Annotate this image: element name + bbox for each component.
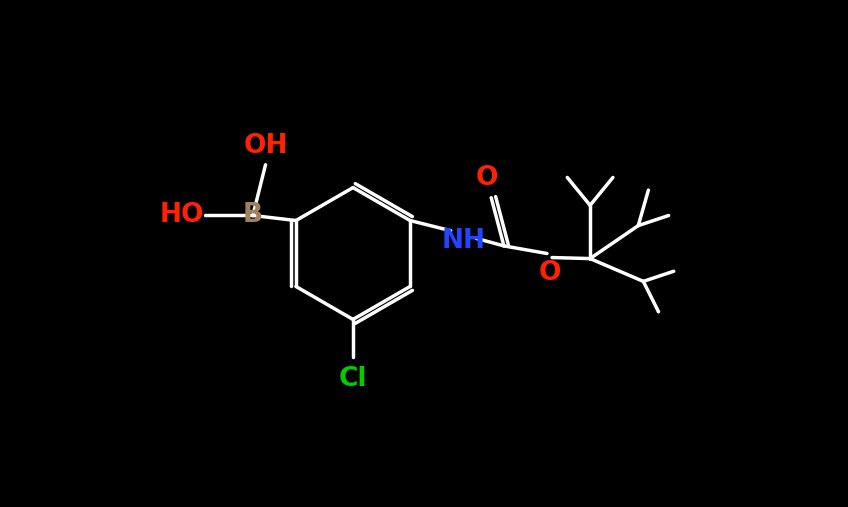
- Text: Cl: Cl: [338, 366, 367, 392]
- Text: O: O: [538, 260, 561, 286]
- Text: OH: OH: [243, 132, 287, 159]
- Text: HO: HO: [159, 202, 204, 229]
- Text: O: O: [476, 165, 499, 192]
- Text: NH: NH: [441, 228, 485, 254]
- Text: B: B: [243, 202, 263, 229]
